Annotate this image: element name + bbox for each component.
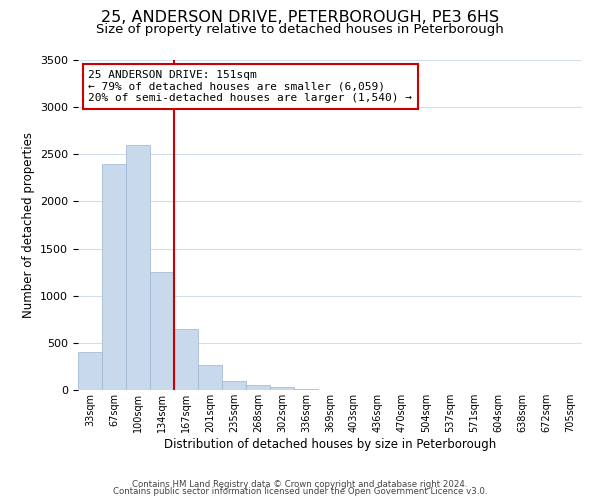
- Bar: [174, 328, 198, 390]
- Bar: [78, 352, 102, 390]
- Text: Contains public sector information licensed under the Open Government Licence v3: Contains public sector information licen…: [113, 487, 487, 496]
- Bar: [222, 380, 246, 390]
- Y-axis label: Number of detached properties: Number of detached properties: [22, 132, 35, 318]
- X-axis label: Distribution of detached houses by size in Peterborough: Distribution of detached houses by size …: [164, 438, 496, 450]
- Bar: [294, 389, 318, 390]
- Bar: [150, 272, 174, 390]
- Text: 25 ANDERSON DRIVE: 151sqm
← 79% of detached houses are smaller (6,059)
20% of se: 25 ANDERSON DRIVE: 151sqm ← 79% of detac…: [88, 70, 412, 103]
- Text: Contains HM Land Registry data © Crown copyright and database right 2024.: Contains HM Land Registry data © Crown c…: [132, 480, 468, 489]
- Bar: [126, 145, 150, 390]
- Bar: [102, 164, 126, 390]
- Bar: [270, 387, 294, 390]
- Bar: [246, 385, 270, 390]
- Text: Size of property relative to detached houses in Peterborough: Size of property relative to detached ho…: [96, 22, 504, 36]
- Text: 25, ANDERSON DRIVE, PETERBOROUGH, PE3 6HS: 25, ANDERSON DRIVE, PETERBOROUGH, PE3 6H…: [101, 10, 499, 25]
- Bar: [198, 366, 222, 390]
